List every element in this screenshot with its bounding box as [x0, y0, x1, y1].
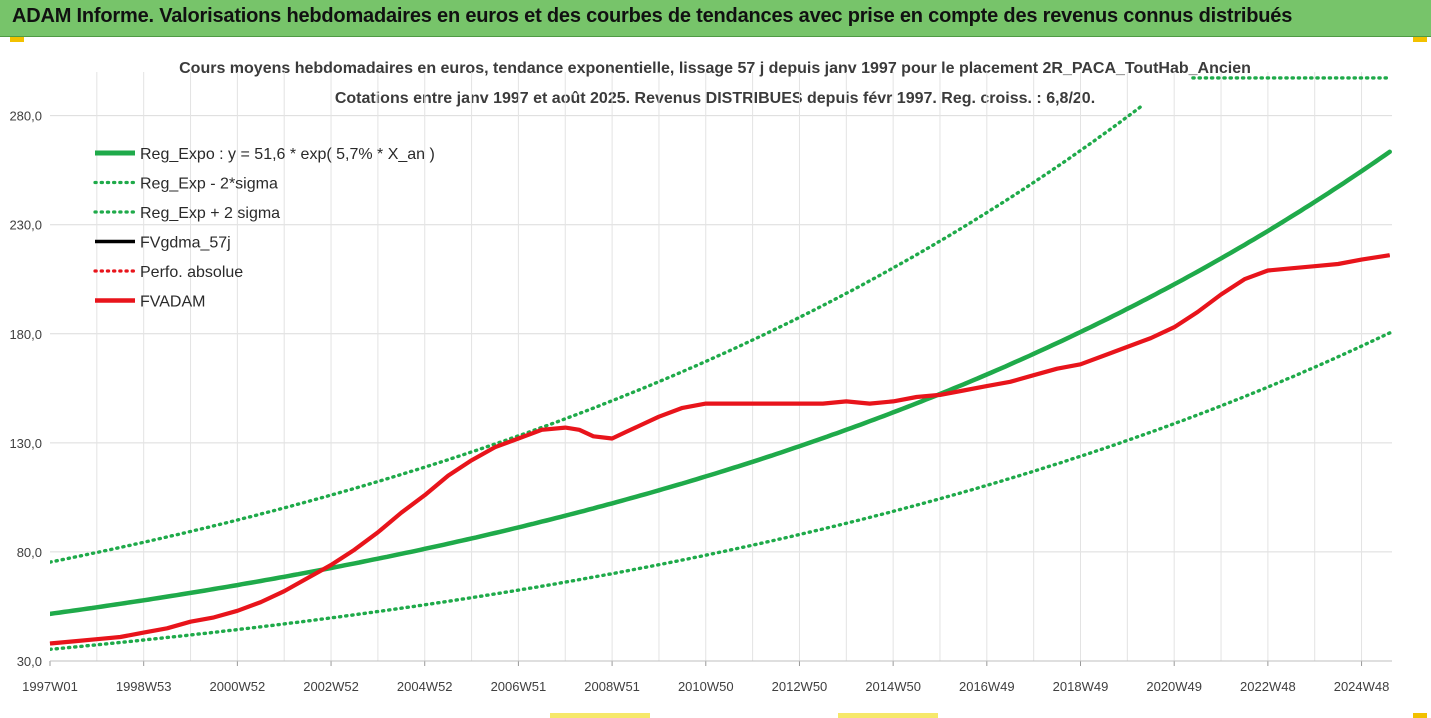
series-line-fvgdma: [49, 254, 1390, 645]
corner-marker-bottom-right: [838, 713, 938, 718]
axes: 280,0 230,0 180,0 130,0 80,0 30,0 1997W01 1998W…: [9, 109, 1392, 694]
y-tick-label: 130,0: [9, 436, 42, 451]
y-tick-label: 230,0: [9, 218, 42, 233]
x-tick-label: 2022W48: [1240, 679, 1296, 694]
series-line-reg: [50, 149, 1392, 617]
corner-marker-bottom-left: [550, 713, 650, 718]
series-line-fvadam: [49, 253, 1391, 646]
x-tick-label: 2002W52: [303, 679, 359, 694]
y-tick-label: 30,0: [17, 654, 42, 669]
corner-marker-bottom-edge: [1413, 713, 1427, 718]
series-line-reg_high: [50, 104, 1144, 564]
legend-label: Reg_Exp - 2*sigma: [140, 176, 278, 193]
legend-label: FVADAM: [140, 294, 205, 311]
x-tick-label: 2004W52: [397, 679, 453, 694]
chart-subtitle: Cotations entre janv 1997 et août 2025. …: [334, 90, 1096, 107]
chart-title: Cours moyens hebdomadaires en euros, ten…: [179, 60, 1251, 77]
series-line-reg_low: [50, 331, 1392, 651]
x-tick-label: 2020W49: [1146, 679, 1202, 694]
legend: Reg_Expo : y = 51,6 * exp( 5,7% * X_an )…: [93, 146, 435, 311]
x-tick-label: 2010W50: [678, 679, 734, 694]
x-tick-label: 2000W52: [210, 679, 266, 694]
legend-label: Reg_Expo : y = 51,6 * exp( 5,7% * X_an ): [140, 146, 435, 163]
x-tick-label: 1997W01: [22, 679, 78, 694]
report-title: ADAM Informe. Valorisations hebdomadaire…: [12, 5, 1293, 27]
x-tick-label: 2018W49: [1053, 679, 1109, 694]
series-line-perfo: [49, 253, 1390, 645]
grid: [50, 72, 1392, 662]
legend-label: Reg_Exp + 2 sigma: [140, 205, 280, 222]
x-tick-label: 1998W53: [116, 679, 172, 694]
x-tick-label: 2024W48: [1334, 679, 1390, 694]
legend-label: FVgdma_57j: [140, 235, 231, 252]
legend-label: Perfo. absolue: [140, 264, 243, 281]
x-tick-label: 2012W50: [772, 679, 828, 694]
x-tick-label: 2006W51: [491, 679, 547, 694]
y-tick-label: 280,0: [9, 109, 42, 124]
y-tick-label: 80,0: [17, 545, 42, 560]
x-tick-label: 2014W50: [865, 679, 921, 694]
corner-marker-top-right: [1413, 37, 1427, 42]
corner-marker-top-left: [10, 37, 24, 42]
chart-area: Cours moyens hebdomadaires en euros, ten…: [0, 37, 1431, 718]
x-tick-label: 2016W49: [959, 679, 1015, 694]
x-tick-label: 2008W51: [584, 679, 640, 694]
series: [49, 76, 1392, 651]
y-tick-label: 180,0: [9, 327, 42, 342]
header-bar: ADAM Informe. Valorisations hebdomadaire…: [0, 0, 1431, 37]
